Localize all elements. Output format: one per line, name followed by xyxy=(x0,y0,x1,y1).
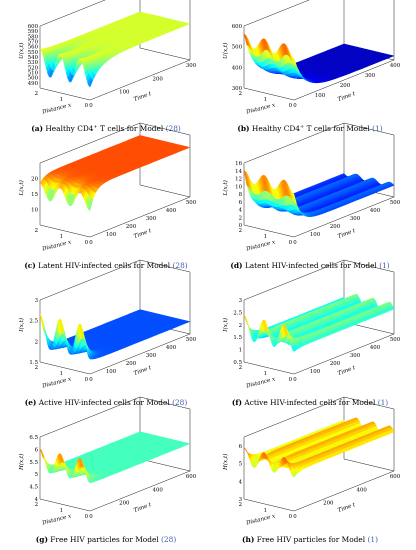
z-tick-label: 500 xyxy=(28,76,39,82)
t-tick-label: 200 xyxy=(126,224,137,230)
z-tick-label: 550 xyxy=(28,50,39,56)
caption-label: (a) xyxy=(31,124,43,133)
x-tick-label: 0 xyxy=(85,103,89,109)
z-tick-label: 540 xyxy=(28,55,39,61)
caption-ref: (28) xyxy=(166,124,181,133)
t-tick-label: 300 xyxy=(365,73,376,79)
z-tick-label: 560 xyxy=(28,45,39,51)
t-tick-label: 0 xyxy=(89,103,93,109)
x-axis-label: Distance x xyxy=(41,239,73,252)
t-tick-label: 200 xyxy=(340,83,351,89)
caption-text: Healthy CD4 xyxy=(43,124,94,133)
x-tick-label: 1 xyxy=(60,97,63,103)
t-tick-label: 0 xyxy=(293,103,297,109)
x-tick-label: 2 xyxy=(239,91,242,97)
z-tick-label: 490 xyxy=(28,81,39,87)
caption-label: (b) xyxy=(237,124,249,133)
x-axis-label: Distance x xyxy=(41,102,73,115)
z-tick-label: 580 xyxy=(28,34,39,40)
panel-d: 02468101214160120100200300400500L(x,t)Di… xyxy=(222,122,401,270)
t-tick-label: 300 xyxy=(186,63,197,69)
t-tick-label: 100 xyxy=(106,232,117,238)
x-tick-label: 1 xyxy=(264,97,267,103)
caption-text-2: T cells for Model xyxy=(98,124,166,133)
z-tick-label: 530 xyxy=(28,60,39,66)
t-tick-label: 400 xyxy=(390,63,401,69)
z-tick-label: 600 xyxy=(28,24,39,30)
caption-text: Healthy CD4 xyxy=(250,124,301,133)
caption-label: (c) xyxy=(24,261,36,270)
t-tick-label: 400 xyxy=(166,208,177,214)
z-tick-label: 510 xyxy=(28,71,39,77)
z-tick-label: 590 xyxy=(28,29,39,35)
panel-caption: (a) Healthy CD4+ T cells for Model (28) xyxy=(31,124,181,133)
t-tick-label: 0 xyxy=(89,240,93,246)
surface xyxy=(39,135,191,212)
panel-caption: (b) Healthy CD4+ T cells for Model (1) xyxy=(237,124,382,133)
z-tick-label: 600 xyxy=(232,24,243,30)
t-axis-label: Time t xyxy=(337,91,357,103)
t-tick-label: 200 xyxy=(153,76,164,82)
panel-b: 3004005006000120100200300400U(x,t)Distan… xyxy=(222,0,401,133)
z-tick-label: 400 xyxy=(232,65,243,71)
z-tick-label: 15 xyxy=(31,192,38,198)
z-axis-label: L(x,t) xyxy=(18,180,25,196)
z-axis-label: U(x,t) xyxy=(18,43,25,59)
x-tick-label: 0 xyxy=(289,103,293,109)
x-tick-label: 0 xyxy=(85,240,89,246)
z-axis-label: U(x,t) xyxy=(222,43,229,59)
caption-text: Latent HIV-infected cells for Model xyxy=(36,261,173,270)
z-tick-label: 20 xyxy=(31,177,38,183)
caption-ref: (1) xyxy=(372,124,383,133)
x-tick-label: 2 xyxy=(35,228,38,234)
z-tick-label: 500 xyxy=(232,45,243,51)
x-axis-label: Distance x xyxy=(245,102,277,115)
z-tick-label: 570 xyxy=(28,40,39,46)
panel-a: 4905005105205305405505605705805906000120… xyxy=(18,0,197,133)
x-tick-label: 2 xyxy=(35,91,38,97)
t-tick-label: 100 xyxy=(315,93,326,99)
surface xyxy=(39,11,191,88)
t-tick-label: 500 xyxy=(186,200,197,206)
t-axis-label: Time t xyxy=(133,91,153,103)
t-tick-label: 100 xyxy=(119,90,130,96)
panel-c: 1015200120100200300400500L(x,t)Distance … xyxy=(18,122,197,270)
z-tick-label: 520 xyxy=(28,65,39,71)
caption-ref: (28) xyxy=(173,261,188,270)
x-tick-label: 1 xyxy=(60,234,63,240)
z-tick-label: 10 xyxy=(31,208,38,214)
t-tick-label: 300 xyxy=(146,216,157,222)
